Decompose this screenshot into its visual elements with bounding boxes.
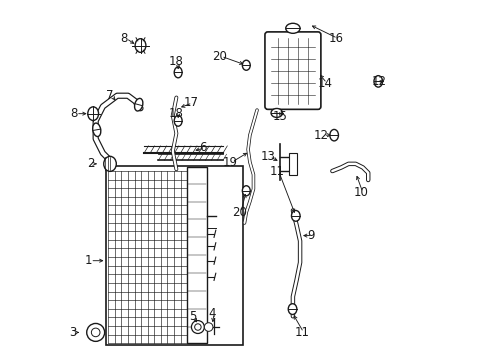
Ellipse shape — [291, 211, 300, 221]
Ellipse shape — [285, 23, 300, 33]
Text: 20: 20 — [231, 206, 246, 219]
Text: 8: 8 — [70, 107, 78, 120]
Circle shape — [91, 328, 100, 337]
Ellipse shape — [270, 108, 282, 117]
Text: 12: 12 — [371, 75, 386, 88]
FancyBboxPatch shape — [264, 32, 320, 109]
Text: 19: 19 — [222, 156, 237, 168]
Text: 8: 8 — [121, 32, 128, 45]
Ellipse shape — [135, 39, 145, 52]
Text: 11: 11 — [294, 326, 309, 339]
Circle shape — [86, 323, 104, 341]
Bar — [289, 153, 297, 175]
Text: 5: 5 — [188, 310, 196, 324]
Text: 18: 18 — [168, 107, 183, 120]
Text: 2: 2 — [87, 157, 95, 170]
Bar — [187, 167, 206, 343]
Text: 4: 4 — [208, 307, 216, 320]
Ellipse shape — [93, 123, 101, 136]
Ellipse shape — [242, 186, 250, 196]
Text: 1: 1 — [84, 254, 92, 267]
Text: 12: 12 — [313, 129, 328, 142]
Text: 15: 15 — [272, 110, 287, 123]
Ellipse shape — [242, 60, 250, 70]
Text: 9: 9 — [306, 229, 314, 242]
Text: 10: 10 — [353, 186, 368, 199]
Ellipse shape — [174, 67, 182, 78]
Circle shape — [194, 324, 201, 330]
Bar — [106, 166, 242, 345]
Text: 18: 18 — [168, 55, 183, 68]
Ellipse shape — [329, 130, 338, 141]
Ellipse shape — [134, 98, 142, 111]
Ellipse shape — [287, 304, 296, 315]
Circle shape — [204, 323, 212, 331]
Text: 7: 7 — [106, 89, 114, 102]
Text: 14: 14 — [317, 77, 332, 90]
Ellipse shape — [88, 107, 99, 121]
Text: 20: 20 — [211, 50, 226, 63]
Text: 11: 11 — [269, 165, 284, 177]
Text: 17: 17 — [183, 96, 198, 109]
Circle shape — [191, 320, 204, 333]
Text: 13: 13 — [260, 150, 275, 163]
Text: 16: 16 — [328, 32, 343, 45]
Ellipse shape — [103, 156, 116, 171]
Text: 6: 6 — [199, 141, 206, 154]
Text: 3: 3 — [69, 326, 77, 339]
Ellipse shape — [373, 76, 382, 87]
Ellipse shape — [174, 116, 182, 126]
